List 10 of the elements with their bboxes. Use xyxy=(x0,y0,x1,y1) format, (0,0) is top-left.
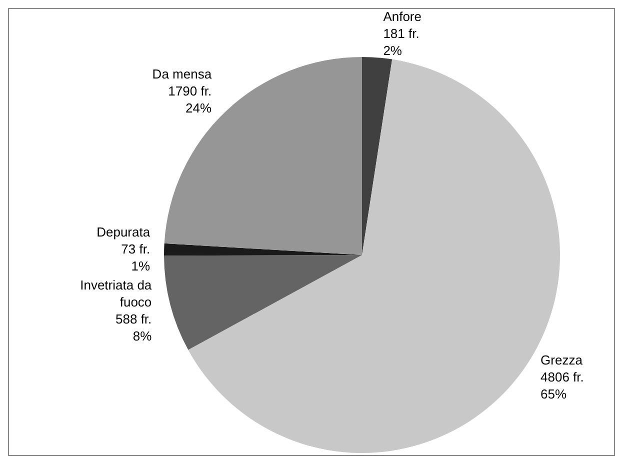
slice-label: Depurata xyxy=(96,224,151,240)
data-label: 181 fr. 2% xyxy=(383,26,420,58)
data-label: 588 fr. 8% xyxy=(116,312,152,344)
slice-label: Grezza xyxy=(540,352,584,368)
data-label: 73 fr. 1% xyxy=(121,242,151,274)
slice-label: Da mensa xyxy=(152,66,212,82)
data-label: 4806 fr. 65% xyxy=(540,369,584,402)
slice-label: Invetriata da fuoco xyxy=(80,278,152,310)
data-label: 1790 fr. 24% xyxy=(168,83,212,116)
slice-label: Anfore xyxy=(383,9,422,24)
